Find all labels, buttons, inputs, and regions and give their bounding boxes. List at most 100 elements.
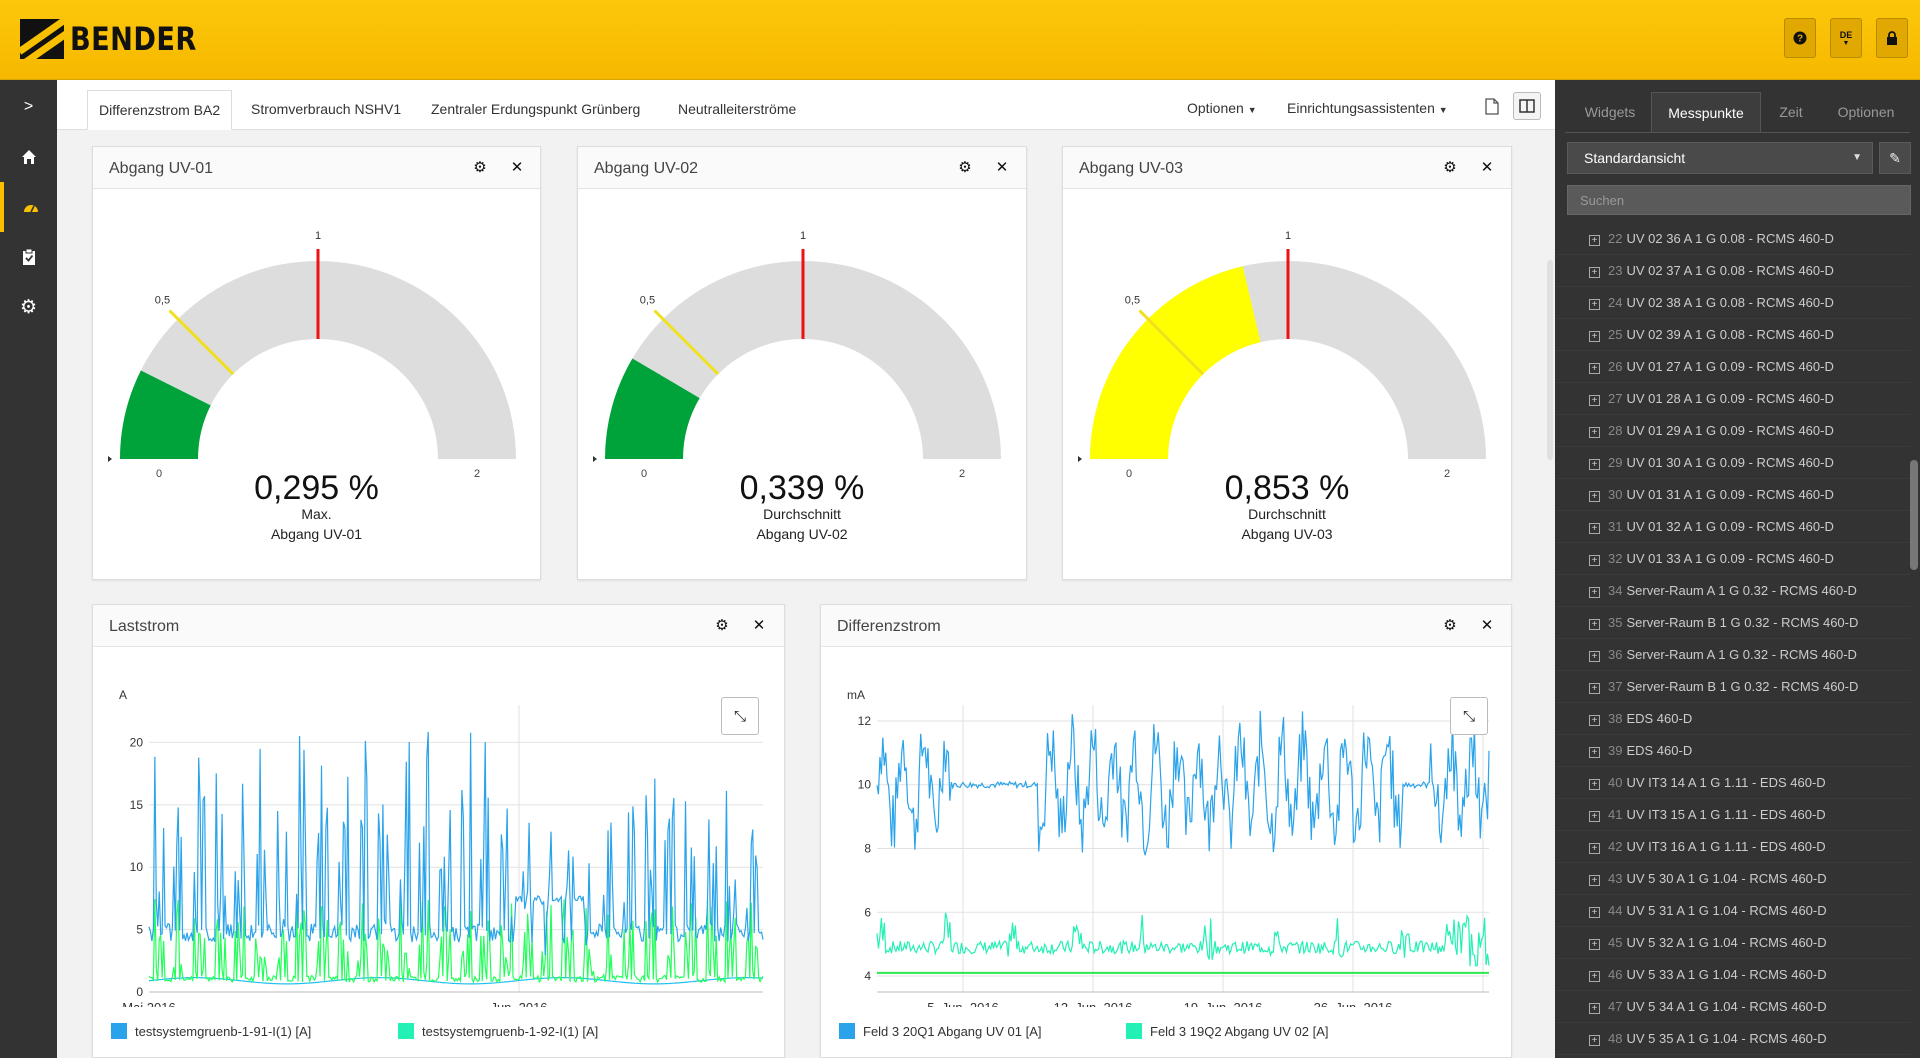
list-item[interactable]: +22 UV 02 36 A 1 G 0.08 - RCMS 460-D xyxy=(1555,223,1910,255)
legend-item[interactable]: testsystemgruenb-1-91-I(1) [A] xyxy=(111,1023,311,1039)
expand-plus-icon[interactable]: + xyxy=(1589,427,1600,438)
list-item-label: UV IT3 14 A 1 G 1.11 - EDS 460-D xyxy=(1626,775,1826,790)
sidebar-tab-zeit[interactable]: Zeit xyxy=(1779,104,1803,120)
list-item[interactable]: +27 UV 01 28 A 1 G 0.09 - RCMS 460-D xyxy=(1555,383,1910,415)
sidebar-tab-widgets[interactable]: Widgets xyxy=(1584,104,1636,120)
list-item[interactable]: +40 UV IT3 14 A 1 G 1.11 - EDS 460-D xyxy=(1555,767,1910,799)
expand-plus-icon[interactable]: + xyxy=(1589,779,1600,790)
close-icon[interactable]: ✕ xyxy=(752,617,766,634)
options-dropdown[interactable]: Optionen ▼ xyxy=(1187,95,1257,121)
expand-plus-icon[interactable]: + xyxy=(1589,843,1600,854)
expand-plus-icon[interactable]: + xyxy=(1589,491,1600,502)
reset-zoom-button[interactable]: ⤡ xyxy=(1450,697,1488,735)
close-icon[interactable]: ✕ xyxy=(995,159,1009,176)
gear-icon[interactable]: ⚙ xyxy=(473,159,487,176)
language-button[interactable]: DE ▼ xyxy=(1830,18,1862,58)
tab-stromverbrauch-nshv1[interactable]: Stromverbrauch NSHV1 xyxy=(251,101,402,117)
list-item[interactable]: +37 Server-Raum B 1 G 0.32 - RCMS 460-D xyxy=(1555,671,1910,703)
edit-view-button[interactable]: ✎ xyxy=(1879,142,1911,174)
tab-neutralleiterstroeme[interactable]: Neutralleiterströme xyxy=(678,101,797,117)
expand-plus-icon[interactable]: + xyxy=(1589,651,1600,662)
list-item-label: UV 01 33 A 1 G 0.09 - RCMS 460-D xyxy=(1626,551,1834,566)
list-item[interactable]: +35 Server-Raum B 1 G 0.32 - RCMS 460-D xyxy=(1555,607,1910,639)
expand-plus-icon[interactable]: + xyxy=(1589,619,1600,630)
list-item-label: UV IT3 16 A 1 G 1.11 - EDS 460-D xyxy=(1626,839,1826,854)
measurement-search-input[interactable] xyxy=(1567,185,1911,215)
nav-reports[interactable] xyxy=(0,232,57,282)
list-item[interactable]: +36 Server-Raum A 1 G 0.32 - RCMS 460-D xyxy=(1555,639,1910,671)
expand-plus-icon[interactable]: + xyxy=(1589,459,1600,470)
expand-plus-icon[interactable]: + xyxy=(1589,235,1600,246)
expand-plus-icon[interactable]: + xyxy=(1589,683,1600,694)
expand-plus-icon[interactable]: + xyxy=(1589,395,1600,406)
list-item[interactable]: +39 EDS 460-D xyxy=(1555,735,1910,767)
legend-item[interactable]: Feld 3 20Q1 Abgang UV 01 [A] xyxy=(839,1023,1042,1039)
layout-toggle-button[interactable] xyxy=(1513,92,1541,120)
close-icon[interactable]: ✕ xyxy=(510,159,524,176)
list-item[interactable]: +41 UV IT3 15 A 1 G 1.11 - EDS 460-D xyxy=(1555,799,1910,831)
list-item[interactable]: +29 UV 01 30 A 1 G 0.09 - RCMS 460-D xyxy=(1555,447,1910,479)
expand-plus-icon[interactable]: + xyxy=(1589,811,1600,822)
gear-icon[interactable]: ⚙ xyxy=(1443,617,1457,634)
list-item[interactable]: +48 UV 5 35 A 1 G 1.04 - RCMS 460-D xyxy=(1555,1023,1910,1055)
expand-plus-icon[interactable]: + xyxy=(1589,299,1600,310)
nav-expand[interactable]: > xyxy=(0,82,57,132)
sidebar-tab-messpunkte[interactable]: Messpunkte xyxy=(1651,92,1761,132)
list-item[interactable]: +42 UV IT3 16 A 1 G 1.11 - EDS 460-D xyxy=(1555,831,1910,863)
expand-plus-icon[interactable]: + xyxy=(1589,1035,1600,1046)
help-button[interactable]: ? xyxy=(1784,18,1816,58)
gear-icon[interactable]: ⚙ xyxy=(1443,159,1457,176)
expand-plus-icon[interactable]: + xyxy=(1589,267,1600,278)
legend-item[interactable]: Feld 3 19Q2 Abgang UV 02 [A] xyxy=(1126,1023,1329,1039)
expand-plus-icon[interactable]: + xyxy=(1589,907,1600,918)
close-icon[interactable]: ✕ xyxy=(1480,617,1494,634)
expand-plus-icon[interactable]: + xyxy=(1589,1003,1600,1014)
close-icon[interactable]: ✕ xyxy=(1480,159,1494,176)
expand-plus-icon[interactable]: + xyxy=(1589,939,1600,950)
nav-dashboard[interactable] xyxy=(0,182,57,232)
expand-plus-icon[interactable]: + xyxy=(1589,875,1600,886)
expand-plus-icon[interactable]: + xyxy=(1589,523,1600,534)
expand-plus-icon[interactable]: + xyxy=(1589,331,1600,342)
nav-settings[interactable]: ⚙ xyxy=(0,282,57,332)
view-select[interactable]: Standardansicht ▼ xyxy=(1567,142,1873,174)
expand-plus-icon[interactable]: + xyxy=(1589,747,1600,758)
list-item[interactable]: +24 UV 02 38 A 1 G 0.08 - RCMS 460-D xyxy=(1555,287,1910,319)
expand-plus-icon[interactable]: + xyxy=(1589,715,1600,726)
list-item-label: UV 5 34 A 1 G 1.04 - RCMS 460-D xyxy=(1626,999,1827,1014)
lock-button[interactable] xyxy=(1876,18,1908,58)
expand-plus-icon[interactable]: + xyxy=(1589,363,1600,374)
expand-plus-icon[interactable]: + xyxy=(1589,587,1600,598)
list-item-number: 35 xyxy=(1608,615,1623,630)
legend-item[interactable]: testsystemgruenb-1-92-I(1) [A] xyxy=(398,1023,598,1039)
gear-icon[interactable]: ⚙ xyxy=(958,159,972,176)
workspace-scrollbar[interactable] xyxy=(1547,260,1553,460)
list-item[interactable]: +31 UV 01 32 A 1 G 0.09 - RCMS 460-D xyxy=(1555,511,1910,543)
svg-text:?: ? xyxy=(1797,34,1803,45)
list-item[interactable]: +26 UV 01 27 A 1 G 0.09 - RCMS 460-D xyxy=(1555,351,1910,383)
wizard-dropdown[interactable]: Einrichtungsassistenten ▼ xyxy=(1287,95,1448,121)
list-item[interactable]: +43 UV 5 30 A 1 G 1.04 - RCMS 460-D xyxy=(1555,863,1910,895)
gear-icon[interactable]: ⚙ xyxy=(715,617,729,634)
pdf-export-button[interactable] xyxy=(1478,92,1506,120)
measurement-point-list: +22 UV 02 36 A 1 G 0.08 - RCMS 460-D +23 UV… xyxy=(1555,223,1910,1058)
list-item[interactable]: +28 UV 01 29 A 1 G 0.09 - RCMS 460-D xyxy=(1555,415,1910,447)
list-item[interactable]: +25 UV 02 39 A 1 G 0.08 - RCMS 460-D xyxy=(1555,319,1910,351)
list-item[interactable]: +32 UV 01 33 A 1 G 0.09 - RCMS 460-D xyxy=(1555,543,1910,575)
list-item[interactable]: +30 UV 01 31 A 1 G 0.09 - RCMS 460-D xyxy=(1555,479,1910,511)
list-item[interactable]: +38 EDS 460-D xyxy=(1555,703,1910,735)
expand-plus-icon[interactable]: + xyxy=(1589,971,1600,982)
list-item[interactable]: +45 UV 5 32 A 1 G 1.04 - RCMS 460-D xyxy=(1555,927,1910,959)
expand-plus-icon[interactable]: + xyxy=(1589,555,1600,566)
tab-zentraler-erdungspunkt[interactable]: Zentraler Erdungspunkt Grünberg xyxy=(431,101,641,117)
list-item[interactable]: +23 UV 02 37 A 1 G 0.08 - RCMS 460-D xyxy=(1555,255,1910,287)
reset-zoom-button[interactable]: ⤡ xyxy=(721,697,759,735)
list-item[interactable]: +47 UV 5 34 A 1 G 1.04 - RCMS 460-D xyxy=(1555,991,1910,1023)
nav-home[interactable] xyxy=(0,132,57,182)
sidebar-scrollbar[interactable] xyxy=(1910,460,1918,570)
list-item[interactable]: +44 UV 5 31 A 1 G 1.04 - RCMS 460-D xyxy=(1555,895,1910,927)
sidebar-tab-optionen[interactable]: Optionen xyxy=(1837,104,1895,120)
list-item[interactable]: +34 Server-Raum A 1 G 0.32 - RCMS 460-D xyxy=(1555,575,1910,607)
list-item[interactable]: +46 UV 5 33 A 1 G 1.04 - RCMS 460-D xyxy=(1555,959,1910,991)
tab-differenzstrom-ba2[interactable]: Differenzstrom BA2 xyxy=(87,90,233,130)
